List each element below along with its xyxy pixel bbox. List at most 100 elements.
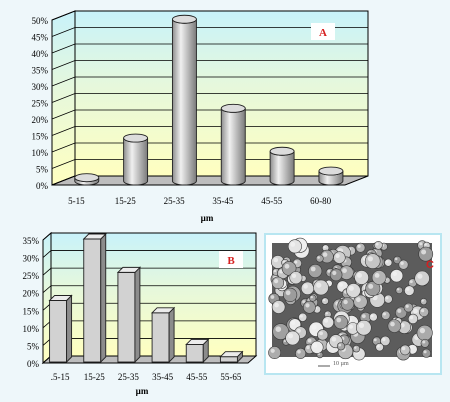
y-tick-label: 50% <box>32 16 49 26</box>
particle <box>356 319 372 336</box>
particle-highlight <box>297 350 301 354</box>
gridline <box>42 285 256 294</box>
particle <box>321 316 335 329</box>
particle <box>310 340 324 354</box>
particle-highlight <box>382 337 386 342</box>
particle-highlight <box>343 299 348 305</box>
particle-highlight <box>383 312 386 316</box>
x-axis-title: µm <box>136 386 149 396</box>
panel-label-b: B <box>227 255 235 267</box>
particle-highlight <box>370 314 374 318</box>
particle <box>313 279 329 296</box>
y-tick-label: 35% <box>23 236 40 246</box>
particle-highlight <box>307 338 312 343</box>
particle-highlight <box>354 346 357 349</box>
particle <box>384 258 393 267</box>
particle-highlight <box>385 260 389 263</box>
particle <box>295 347 307 359</box>
particle-highlight <box>421 309 425 313</box>
particle <box>364 253 381 269</box>
y-tick-label: 10% <box>32 148 49 158</box>
bar <box>219 356 238 363</box>
particle-highlight <box>290 242 296 247</box>
panel-label-a: A <box>319 27 327 39</box>
particle <box>371 270 387 285</box>
particle-highlight <box>322 298 326 302</box>
particle-highlight <box>374 273 380 278</box>
particle <box>381 310 391 320</box>
gridline <box>51 76 368 87</box>
particle-highlight <box>310 266 316 272</box>
bar-top <box>48 295 73 301</box>
y-tick-label: 15% <box>32 132 49 142</box>
x-tick-label: 15-25 <box>115 196 136 206</box>
x-tick-label: 35-45 <box>212 196 233 206</box>
particle-highlight <box>397 288 400 291</box>
gridline <box>51 10 368 21</box>
particle <box>285 330 300 346</box>
particle <box>282 287 298 303</box>
particle-highlight <box>285 290 291 296</box>
gridline <box>51 93 368 103</box>
y-tick-label: 30% <box>32 82 49 92</box>
particle-highlight <box>419 242 423 246</box>
particle-highlight <box>424 243 427 246</box>
particle <box>315 254 324 263</box>
y-tick-label: 0% <box>36 181 49 191</box>
particle-highlight <box>299 314 303 318</box>
particle-highlight <box>325 312 328 315</box>
y-tick-label: 20% <box>23 289 40 299</box>
particle-highlight <box>338 282 343 287</box>
x-tick-label: 5-15 <box>68 196 85 206</box>
particle-highlight <box>305 303 310 308</box>
particle <box>303 300 316 314</box>
gridline <box>42 267 256 276</box>
particle-highlight <box>375 242 379 246</box>
particle-highlight <box>373 338 377 342</box>
y-tick-label: 15% <box>23 306 40 316</box>
particle-highlight <box>283 339 287 343</box>
x-tick-label: 45-55 <box>186 372 207 382</box>
particle-highlight <box>417 273 423 279</box>
y-tick-label: 45% <box>32 33 49 43</box>
particle <box>268 346 282 359</box>
particle-highlight <box>332 270 337 276</box>
bar <box>83 238 102 363</box>
particle-highlight <box>401 346 406 351</box>
particle-highlight <box>291 273 297 278</box>
particle-highlight <box>274 279 279 284</box>
bar <box>269 151 295 186</box>
particle <box>355 242 366 253</box>
bar <box>185 343 204 363</box>
particle-highlight <box>385 296 389 300</box>
particle <box>407 313 419 324</box>
particle-highlight <box>377 344 380 348</box>
bar <box>123 137 149 186</box>
particle-highlight <box>358 322 365 328</box>
particle-highlight <box>367 256 373 262</box>
particle <box>329 268 343 282</box>
x-tick-label: 25-35 <box>118 372 139 382</box>
particle-highlight <box>421 299 424 302</box>
particle-highlight <box>331 336 337 342</box>
bar-top <box>123 133 149 143</box>
particle-highlight <box>270 348 275 353</box>
particle-highlight <box>273 257 279 263</box>
particle-highlight <box>400 261 404 265</box>
particle-highlight <box>338 343 342 347</box>
particle-highlight <box>335 253 340 258</box>
gridline <box>51 109 368 120</box>
gridline <box>51 43 368 54</box>
particle-highlight <box>368 283 374 289</box>
particle-highlight <box>348 285 354 291</box>
micrograph-image <box>268 237 434 367</box>
bar <box>117 271 136 363</box>
particle <box>375 342 384 352</box>
y-tick-label: 25% <box>32 99 49 109</box>
particle-highlight <box>303 284 308 289</box>
particle-highlight <box>291 320 296 325</box>
particle-highlight <box>394 257 398 261</box>
particle <box>404 285 415 296</box>
particle-highlight <box>273 269 277 273</box>
x-tick-label: 15-25 <box>84 372 105 382</box>
